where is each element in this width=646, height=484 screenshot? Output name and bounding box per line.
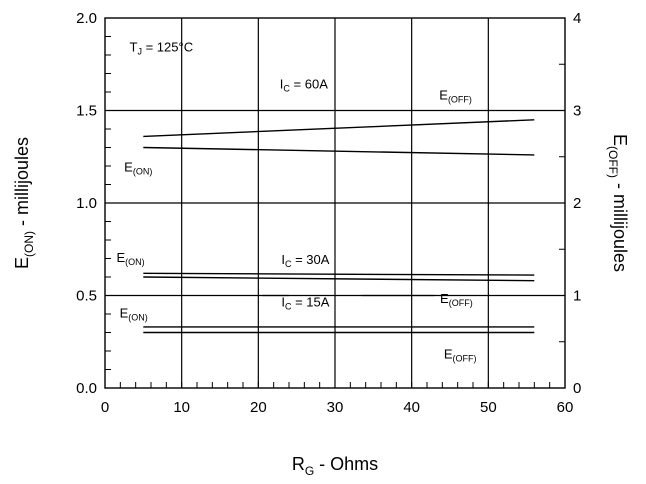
y-left-tick-labels: 0.0 0.5 1.0 1.5 2.0 xyxy=(76,10,97,397)
y-right-tick-label: 4 xyxy=(573,10,581,27)
y-left-tick-label: 2.0 xyxy=(76,10,97,27)
annotation: E(ON) xyxy=(117,250,145,267)
series-line-1 xyxy=(143,119,535,138)
y-left-tick-label: 1.0 xyxy=(76,195,97,212)
y-right-tick-label: 2 xyxy=(573,195,581,212)
grid-lines xyxy=(105,18,565,388)
y-left-tick-label: 1.5 xyxy=(76,103,97,120)
x-axis-label: RG - Ohms xyxy=(292,454,378,478)
x-tick-label: 60 xyxy=(557,399,574,416)
data-series xyxy=(143,119,535,334)
y-left-axis-label: E(ON) - millijoules xyxy=(12,137,36,269)
y-right-tick-label: 0 xyxy=(573,380,581,397)
annotation: E(OFF) xyxy=(440,291,473,308)
plot-frame xyxy=(104,17,566,389)
x-tick-label: 40 xyxy=(403,399,420,416)
series-line-2 xyxy=(143,146,535,156)
x-tick-label: 20 xyxy=(250,399,267,416)
x-tick-label: 30 xyxy=(327,399,344,416)
annotation: E(OFF) xyxy=(444,346,477,363)
y-right-axis-label: E(OFF) - millijoules xyxy=(606,134,630,272)
series-line-3 xyxy=(143,272,535,276)
y-left-tick-label: 0.5 xyxy=(76,288,97,305)
y-left-tick-label: 0.0 xyxy=(76,380,97,397)
series-line-4 xyxy=(143,276,535,282)
y-right-tick-labels: 0 1 2 3 4 xyxy=(573,10,581,397)
annotation: E(ON) xyxy=(124,160,152,177)
x-tick-labels: 0 10 20 30 40 50 60 xyxy=(101,399,574,416)
annotation: IC = 60A xyxy=(280,76,328,93)
annotation: E(ON) xyxy=(120,306,148,323)
x-tick-label: 0 xyxy=(101,399,109,416)
annotation: TJ = 125°C xyxy=(130,39,194,56)
annotation: IC = 30A xyxy=(281,252,329,269)
annotations: TJ = 125°C IC = 60A E(OFF) E(ON) E(ON) IC = 3… xyxy=(117,39,477,363)
x-tick-label: 10 xyxy=(173,399,190,416)
annotation: E(OFF) xyxy=(439,87,472,104)
y-right-tick-label: 1 xyxy=(573,288,581,305)
x-tick-label: 50 xyxy=(480,399,497,416)
annotation: IC = 15A xyxy=(281,295,329,312)
y-right-tick-label: 3 xyxy=(573,103,581,120)
